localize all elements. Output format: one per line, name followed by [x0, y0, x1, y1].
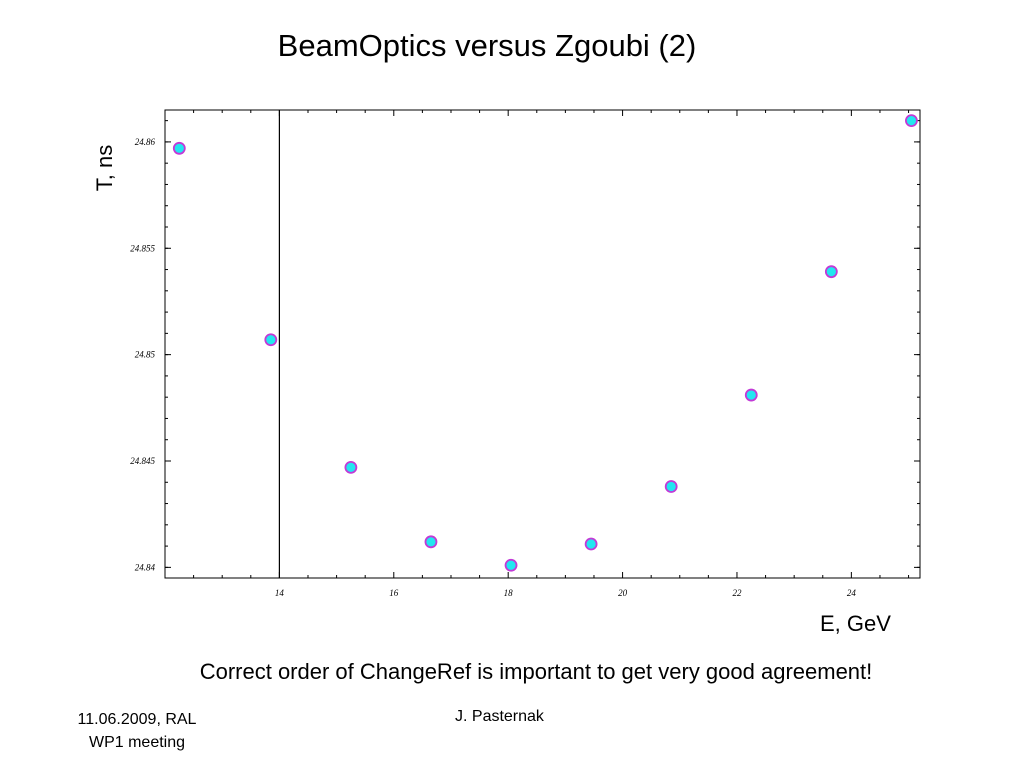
- data-point: [264, 333, 278, 347]
- tick-marks: [165, 110, 920, 578]
- footer-date-venue: 11.06.2009, RAL WP1 meeting: [62, 708, 212, 754]
- data-point: [504, 558, 518, 572]
- data-point: [905, 114, 918, 128]
- y-axis-label: T, ns: [92, 144, 117, 192]
- x-tick-label: 18: [504, 588, 514, 598]
- data-points: [172, 114, 918, 572]
- footer-meeting: WP1 meeting: [88, 734, 186, 751]
- plot-frame: [164, 109, 921, 579]
- y-tick-label: 24.84: [135, 562, 156, 572]
- x-tick-label: 22: [732, 588, 742, 598]
- y-tick-label: 24.845: [130, 456, 155, 466]
- y-tick-label: 24.855: [130, 243, 155, 253]
- data-point: [344, 460, 358, 474]
- footer-date: 11.06.2009, RAL: [77, 711, 197, 728]
- x-tick-label: 14: [275, 588, 285, 598]
- x-tick-label: 20: [618, 588, 628, 598]
- footer-author: J. Pasternak: [455, 708, 544, 725]
- data-point: [824, 265, 838, 279]
- slide-note: Correct order of ChangeRef is important …: [199, 659, 873, 684]
- data-point: [172, 141, 186, 155]
- y-tick-label: 24.86: [135, 137, 156, 147]
- slide-title: BeamOptics versus Zgoubi (2): [277, 28, 697, 63]
- x-axis-label: E, GeV: [820, 611, 891, 636]
- tick-labels: 14 16 18 20 22 24 24.84 24.845 24.85 24.855 24.86: [130, 137, 856, 598]
- x-tick-label: 16: [389, 588, 399, 598]
- data-point: [424, 535, 438, 549]
- x-tick-label: 24: [847, 588, 857, 598]
- data-point: [584, 537, 598, 551]
- data-point: [664, 480, 678, 493]
- y-tick-label: 24.85: [135, 350, 156, 360]
- data-point: [744, 388, 758, 402]
